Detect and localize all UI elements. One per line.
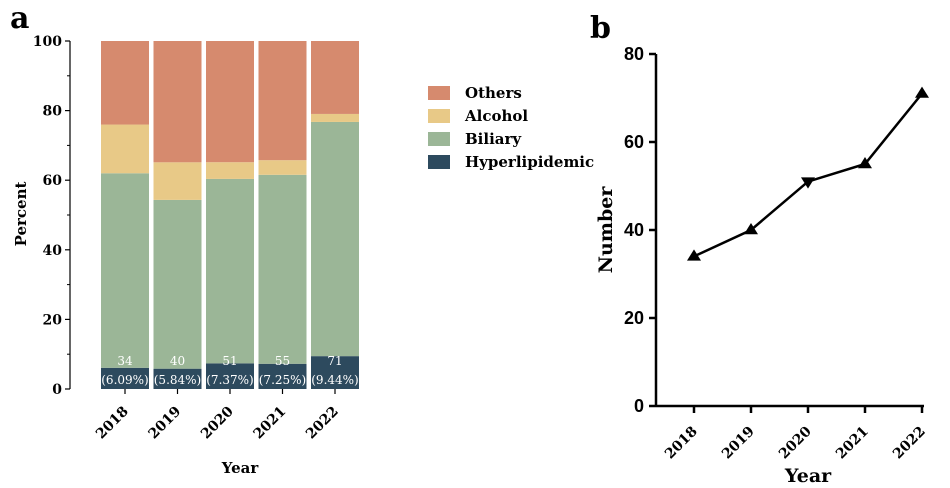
y-tick-label: 80 [43,104,63,120]
bar-segment-alcohol-2022 [311,113,359,122]
bar-segment-hyperlipidemic-2021 [258,363,307,389]
legend-label: Alcohol [464,107,528,125]
y-tick-label: 20 [43,312,63,328]
bar-segment-biliary-2022 [311,121,359,357]
bar-segment-others-2018 [101,41,149,125]
x-tick-label: 2018 [662,424,701,463]
y-tick-label: 20 [624,308,644,328]
bar-segment-others-2020 [206,41,254,163]
bar-segment-alcohol-2019 [153,162,202,200]
y-tick-label: 0 [634,396,644,416]
bar-count-label: 55 [275,354,290,368]
bar-segment-biliary-2021 [258,174,307,364]
bar-segment-hyperlipidemic-2018 [101,367,149,389]
y-axis-title: Number [595,186,617,274]
legend-swatch [428,155,450,169]
panel-b-label: b [590,11,611,46]
y-tick-label: 60 [43,173,63,189]
bar-segment-alcohol-2020 [206,162,254,179]
bar-percent-label: (7.25%) [259,373,306,387]
data-point-marker [858,157,872,169]
bar-count-label: 34 [117,354,133,368]
x-tick-label: 2020 [198,403,237,442]
legend-swatch [428,86,450,100]
x-tick-labels: 2018 2019 2020 2021 2022 [662,406,929,462]
panel-b: b 0 20 40 60 80 2018 2019 2020 2021 2022 Year Nu… [590,11,929,487]
x-tick-label: 2022 [890,424,929,463]
bar-segment-biliary-2018 [101,173,149,368]
x-axis-title: Year [221,459,260,477]
legend-swatch [428,132,450,146]
bar-segment-hyperlipidemic-2020 [206,363,254,389]
bar-segment-others-2021 [258,41,307,161]
markers [687,86,929,261]
axes: 0 20 40 60 80 [624,44,924,416]
data-point-marker [915,86,929,98]
x-tick-label: 2022 [303,404,342,443]
bar-count-label: 40 [170,354,185,368]
bar-count-label: 51 [222,354,237,368]
x-tick-label: 2020 [776,423,815,462]
bar-percent-label: (6.09%) [101,373,148,387]
bar-percent-label: (5.84%) [154,373,201,387]
y-axis: 0 20 40 60 80 100 [33,34,71,398]
y-tick-label: 60 [624,132,644,152]
y-tick-label: 100 [33,34,62,50]
x-tick-label: 2019 [145,404,184,443]
data-point-marker [744,223,758,235]
legend: Others Alcohol Biliary Hyperlipidemic [428,84,594,171]
legend-swatch [428,109,450,123]
bar-segment-biliary-2020 [206,178,254,364]
bar-segment-others-2022 [311,41,359,114]
data-point-marker [801,177,815,189]
y-axis-title: Percent [12,182,30,247]
data-point-marker [687,249,701,261]
bar-segment-others-2019 [153,41,202,163]
x-tick-label: 2019 [719,424,758,463]
x-tick-label: 2018 [93,404,132,443]
y-tick-label: 40 [43,243,63,259]
bar-segment-biliary-2019 [153,199,202,369]
bar-count-label: 71 [327,354,342,368]
legend-label: Hyperlipidemic [465,153,594,171]
bar-segment-alcohol-2021 [258,160,307,175]
bar-labels: 34 (6.09%) 40 (5.84%) 51 (7.37%) 55 (7.25%) 71 (9… [101,354,358,387]
bars [101,41,359,389]
legend-label: Others [465,84,522,102]
legend-label: Biliary [465,130,522,148]
bar-segment-hyperlipidemic-2019 [153,368,202,389]
bar-percent-label: (9.44%) [311,373,358,387]
series-line [693,92,923,258]
line-path [693,92,923,258]
y-tick-label: 80 [624,44,644,64]
x-tick-label: 2021 [250,404,289,443]
bar-segment-alcohol-2018 [101,124,149,174]
x-tick-labels: 2018 2019 2020 2021 2022 [93,389,342,442]
panel-a-label: a [10,1,29,36]
x-axis-title: Year [784,465,832,487]
y-tick-label: 0 [52,382,62,398]
bar-percent-label: (7.37%) [206,373,253,387]
panel-a: a 34 (6.09%) 40 (5.84%) 51 (7.37%) 55 (7.25%) 71… [10,1,594,477]
y-tick-label: 40 [624,220,644,240]
x-tick-label: 2021 [833,424,872,463]
bar-segment-hyperlipidemic-2022 [311,356,359,389]
